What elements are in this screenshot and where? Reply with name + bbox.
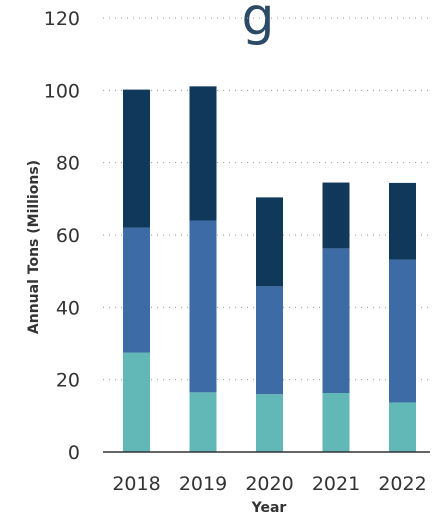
y-tick-label: 120 xyxy=(44,8,80,30)
y-axis-title: Annual Tons (Millions) xyxy=(26,160,42,334)
bar-2020-segment-3 xyxy=(256,197,283,287)
bar-2019-segment-1 xyxy=(189,392,217,452)
y-tick-label: 80 xyxy=(56,153,80,175)
bar-2021-segment-1 xyxy=(322,393,350,452)
x-tick-labels: 2018 2019 2020 2021 2022 xyxy=(112,473,426,495)
bars-group xyxy=(123,86,416,452)
x-axis-title: Year xyxy=(251,500,287,516)
bar-2022-segment-1 xyxy=(389,402,416,452)
y-tick-labels: 0 20 40 60 80 100 120 xyxy=(44,8,80,464)
bar-2021-segment-3 xyxy=(322,182,350,249)
x-tick-label-2022: 2022 xyxy=(378,473,426,495)
y-tick-label: 20 xyxy=(56,370,80,392)
y-tick-label: 40 xyxy=(56,297,80,319)
x-tick-label-2020: 2020 xyxy=(245,473,293,495)
bar-2021-segment-2 xyxy=(322,248,350,394)
x-tick-label-2021: 2021 xyxy=(312,473,360,495)
x-tick-label-2019: 2019 xyxy=(179,473,227,495)
bar-2018-segment-2 xyxy=(123,227,150,353)
y-tick-label: 0 xyxy=(68,442,80,464)
y-tick-label: 100 xyxy=(44,80,80,102)
x-tick-label-2018: 2018 xyxy=(112,473,160,495)
bar-2019-segment-2 xyxy=(189,220,217,393)
bar-2022-segment-2 xyxy=(389,259,416,403)
bar-2018-segment-3 xyxy=(123,89,150,228)
chart-title-fragment: g xyxy=(241,0,274,47)
bar-2019-segment-3 xyxy=(189,86,217,221)
bar-2018-segment-1 xyxy=(123,352,150,452)
gridlines xyxy=(103,17,430,381)
bar-2022-segment-3 xyxy=(389,182,416,260)
bar-2020-segment-2 xyxy=(256,286,283,395)
y-tick-label: 60 xyxy=(56,225,80,247)
bar-2020-segment-1 xyxy=(256,394,283,452)
